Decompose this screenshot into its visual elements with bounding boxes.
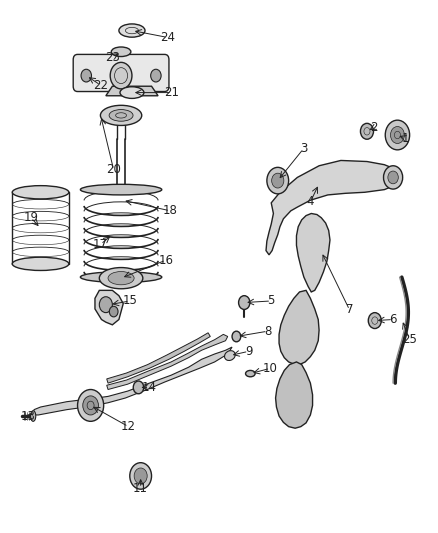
Text: 23: 23 <box>105 51 120 63</box>
Text: 19: 19 <box>24 211 39 224</box>
Circle shape <box>391 126 404 143</box>
Text: 21: 21 <box>165 86 180 99</box>
Ellipse shape <box>120 87 144 99</box>
Polygon shape <box>95 290 123 325</box>
Ellipse shape <box>12 185 69 199</box>
Circle shape <box>267 167 289 194</box>
Ellipse shape <box>12 257 69 270</box>
Text: 12: 12 <box>121 420 136 433</box>
Text: 16: 16 <box>159 254 173 266</box>
Circle shape <box>151 69 161 82</box>
Circle shape <box>83 396 99 415</box>
Text: 14: 14 <box>142 381 157 394</box>
Ellipse shape <box>108 271 134 285</box>
Text: 3: 3 <box>300 142 307 155</box>
Polygon shape <box>276 362 313 428</box>
Ellipse shape <box>81 272 162 282</box>
Text: 4: 4 <box>307 195 314 208</box>
Text: 20: 20 <box>106 164 121 176</box>
Text: 2: 2 <box>370 121 378 134</box>
Circle shape <box>81 69 92 82</box>
Polygon shape <box>266 160 402 255</box>
Text: 1: 1 <box>402 132 409 144</box>
Circle shape <box>110 306 118 317</box>
Circle shape <box>134 468 147 484</box>
Text: 25: 25 <box>402 333 417 346</box>
Circle shape <box>239 296 250 310</box>
Polygon shape <box>107 333 210 383</box>
Circle shape <box>388 171 398 184</box>
Ellipse shape <box>109 110 133 121</box>
Text: 18: 18 <box>163 204 178 217</box>
Circle shape <box>272 173 284 188</box>
Ellipse shape <box>119 24 145 37</box>
Ellipse shape <box>99 268 143 289</box>
Circle shape <box>110 62 132 89</box>
Text: 17: 17 <box>93 238 108 251</box>
Text: 7: 7 <box>346 303 353 317</box>
Circle shape <box>384 166 403 189</box>
Circle shape <box>385 120 410 150</box>
Text: 24: 24 <box>160 31 175 44</box>
Circle shape <box>133 381 144 394</box>
Polygon shape <box>297 214 330 292</box>
Circle shape <box>78 390 104 421</box>
Circle shape <box>232 331 241 342</box>
Text: 13: 13 <box>21 409 36 423</box>
Polygon shape <box>107 334 228 390</box>
Circle shape <box>360 123 374 139</box>
Ellipse shape <box>81 184 162 195</box>
Text: 9: 9 <box>245 345 252 358</box>
Text: 8: 8 <box>264 325 272 338</box>
Text: 22: 22 <box>93 79 108 92</box>
Ellipse shape <box>100 106 142 125</box>
Circle shape <box>130 463 152 489</box>
Text: 5: 5 <box>268 294 275 308</box>
Text: 11: 11 <box>133 482 148 495</box>
Ellipse shape <box>225 351 235 360</box>
Ellipse shape <box>111 47 131 56</box>
FancyBboxPatch shape <box>73 54 169 92</box>
Text: 6: 6 <box>389 313 397 326</box>
Ellipse shape <box>31 411 36 421</box>
Polygon shape <box>106 86 158 96</box>
Text: 10: 10 <box>263 362 278 375</box>
Circle shape <box>99 297 113 313</box>
Polygon shape <box>33 347 232 415</box>
Ellipse shape <box>246 370 255 377</box>
Polygon shape <box>279 290 319 365</box>
Text: 15: 15 <box>122 294 137 308</box>
Circle shape <box>368 313 381 328</box>
